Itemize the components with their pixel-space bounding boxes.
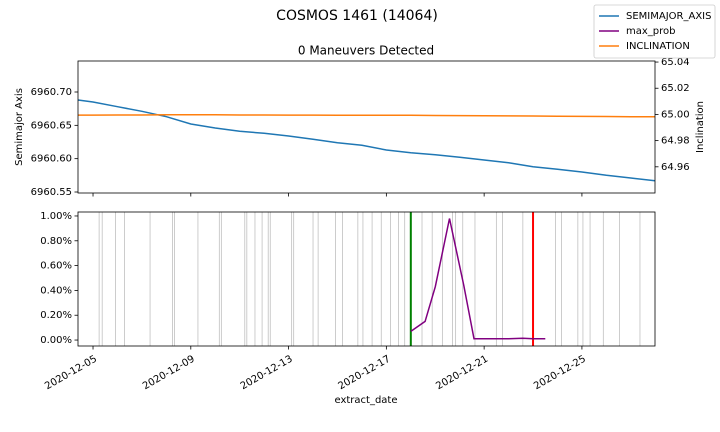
x-tick-label: 2020-12-17 [337,354,393,393]
y-tick-label: 0.20% [40,310,72,321]
x-axis-label: extract_date [334,395,397,406]
x-tick-label: 2020-12-05 [43,354,99,393]
y2-axis-label: Inclination [695,101,706,153]
y-axis-label: Semimajor Axis [14,88,25,166]
y-tick-label: 1.00% [40,211,72,222]
axes-title: 0 Maneuvers Detected [298,44,434,58]
series-line [78,114,656,118]
y2-tick-label: 65.00 [661,109,690,120]
legend-label: SEMIMAJOR_AXIS [626,11,711,22]
y2-tick-label: 64.98 [661,136,690,147]
y-tick-label: 0.60% [40,261,72,272]
y-tick-label: 0.80% [40,236,72,247]
y2-tick-label: 64.96 [661,162,690,173]
legend-label: INCLINATION [626,41,690,52]
x-tick-label: 2020-12-09 [141,354,197,393]
legend-label: max_prob [626,26,676,37]
legend: SEMIMAJOR_AXIS max_prob INCLINATION [593,4,716,59]
x-tick-label: 2020-12-13 [239,354,295,393]
legend-box [593,4,716,59]
y-tick-label: 6960.70 [31,87,72,98]
x-tick-label: 2020-12-25 [532,354,588,393]
y-tick-label: 0.00% [40,335,72,346]
y-tick-label: 6960.55 [31,187,72,198]
y-tick-label: 6960.65 [31,120,72,131]
axes-frame [77,60,656,194]
series-line [77,99,656,182]
y-tick-label: 6960.60 [31,154,72,165]
y2-tick-label: 65.04 [661,57,690,68]
series-line [410,218,546,340]
x-tick-label: 2020-12-21 [434,354,490,393]
figure-title: COSMOS 1461 (14064) [276,8,438,24]
axes-frame [77,211,656,347]
y-tick-label: 0.40% [40,285,72,296]
y2-tick-label: 65.02 [661,83,690,94]
